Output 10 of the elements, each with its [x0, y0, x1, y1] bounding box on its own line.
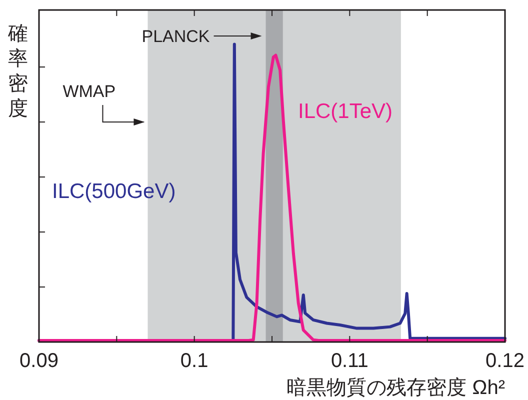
x-tick-label: 0.09 [20, 350, 58, 372]
text: ILC(500GeV) [52, 180, 176, 203]
x-tick-label: 0.1 [180, 350, 208, 372]
x-axis-title: 暗黒物質の残存密度 Ωh² [286, 377, 506, 399]
y-axis-title: 確率密度 [7, 23, 28, 120]
band-label: WMAP [62, 82, 116, 101]
series-label: ILC(1TeV) [298, 100, 393, 123]
x-tick-label: 0.12 [486, 350, 524, 372]
x-tick-label: 0.11 [330, 350, 368, 372]
band-label: PLANCK [142, 27, 210, 46]
